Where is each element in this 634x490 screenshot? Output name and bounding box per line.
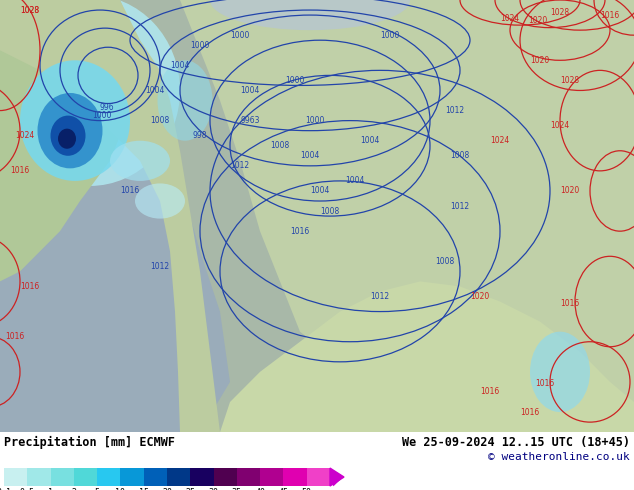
Bar [237, 468, 260, 486]
Text: 15: 15 [139, 488, 149, 490]
Text: 1016: 1016 [290, 227, 309, 236]
Ellipse shape [51, 116, 86, 156]
Bar [307, 468, 330, 486]
Text: 10: 10 [115, 488, 126, 490]
Text: 1000: 1000 [93, 111, 112, 120]
Text: 1004: 1004 [360, 136, 380, 145]
Text: 20: 20 [162, 488, 172, 490]
Text: 1012: 1012 [230, 161, 250, 171]
Text: 1000: 1000 [230, 31, 250, 40]
Text: 1012: 1012 [150, 262, 169, 271]
Text: 1004: 1004 [301, 151, 320, 160]
Text: 1008: 1008 [270, 141, 290, 150]
Text: 1028: 1028 [560, 76, 579, 85]
Text: 50: 50 [302, 488, 312, 490]
Bar [4, 468, 27, 486]
Text: 1028: 1028 [550, 7, 569, 17]
Ellipse shape [0, 0, 180, 186]
Bar [283, 468, 307, 486]
Text: 1024: 1024 [550, 121, 569, 130]
Text: 1004: 1004 [145, 86, 165, 95]
Text: Precipitation [mm] ECMWF: Precipitation [mm] ECMWF [4, 436, 175, 449]
Text: 1004: 1004 [346, 176, 365, 185]
Text: 1004: 1004 [310, 187, 330, 196]
Bar [144, 468, 167, 486]
Bar [97, 468, 120, 486]
Text: 1016: 1016 [535, 379, 555, 389]
Ellipse shape [530, 332, 590, 412]
Text: 1000: 1000 [306, 116, 325, 125]
Text: 1012: 1012 [370, 292, 389, 301]
Text: 1016: 1016 [10, 167, 30, 175]
Text: 1004: 1004 [240, 86, 260, 95]
Bar [51, 468, 74, 486]
Text: 1016: 1016 [600, 11, 619, 20]
Bar [214, 468, 237, 486]
Text: 1028: 1028 [20, 5, 39, 15]
Text: 5: 5 [94, 488, 100, 490]
Text: 998: 998 [193, 131, 207, 140]
Polygon shape [330, 468, 344, 486]
Text: We 25-09-2024 12..15 UTC (18+45): We 25-09-2024 12..15 UTC (18+45) [402, 436, 630, 449]
Text: 35: 35 [232, 488, 242, 490]
Text: 1008: 1008 [320, 207, 340, 216]
Ellipse shape [157, 60, 212, 141]
Text: 1008: 1008 [450, 151, 470, 160]
Text: 1: 1 [48, 488, 53, 490]
Text: 1020: 1020 [470, 292, 489, 301]
Ellipse shape [110, 141, 170, 181]
Ellipse shape [37, 93, 103, 169]
Text: 996: 996 [100, 103, 114, 112]
Text: 0.5: 0.5 [20, 488, 35, 490]
Polygon shape [0, 0, 230, 432]
Text: 1004: 1004 [171, 61, 190, 70]
Bar [167, 468, 190, 486]
Polygon shape [180, 0, 634, 432]
Bar [27, 468, 51, 486]
Text: 30: 30 [209, 488, 219, 490]
Polygon shape [220, 281, 634, 432]
Polygon shape [0, 0, 220, 432]
Text: 1024: 1024 [500, 14, 520, 23]
Text: 1012: 1012 [450, 201, 470, 211]
Text: 1000: 1000 [380, 31, 399, 40]
Text: 1020: 1020 [531, 56, 550, 65]
Ellipse shape [20, 60, 130, 181]
Bar [260, 468, 283, 486]
Text: 25: 25 [185, 488, 195, 490]
Ellipse shape [210, 0, 410, 30]
Text: 2: 2 [72, 488, 76, 490]
Text: 1008: 1008 [436, 257, 455, 266]
Text: 45: 45 [278, 488, 288, 490]
Text: 9963: 9963 [240, 116, 260, 125]
Text: 1016: 1016 [20, 282, 39, 291]
Text: 1000: 1000 [285, 76, 305, 85]
Text: 1020: 1020 [560, 187, 579, 196]
Bar [120, 468, 144, 486]
Text: 1016: 1016 [560, 299, 579, 308]
Text: 40: 40 [255, 488, 265, 490]
Bar [190, 468, 214, 486]
Text: 1016: 1016 [521, 408, 540, 416]
Text: 1024: 1024 [490, 136, 510, 145]
Text: 1012: 1012 [446, 106, 465, 115]
Text: 1020: 1020 [528, 16, 548, 24]
Text: 1016: 1016 [120, 187, 139, 196]
Text: 1016: 1016 [5, 332, 25, 341]
Text: 1008: 1008 [150, 116, 170, 125]
Text: 1000: 1000 [190, 41, 210, 49]
Text: 1028: 1028 [20, 5, 39, 15]
Text: 1024: 1024 [15, 131, 35, 140]
Ellipse shape [58, 129, 76, 149]
Polygon shape [0, 0, 140, 281]
Ellipse shape [135, 183, 185, 219]
Text: © weatheronline.co.uk: © weatheronline.co.uk [488, 452, 630, 462]
Text: 0.1: 0.1 [0, 488, 11, 490]
Bar [74, 468, 97, 486]
Text: 1016: 1016 [481, 388, 500, 396]
